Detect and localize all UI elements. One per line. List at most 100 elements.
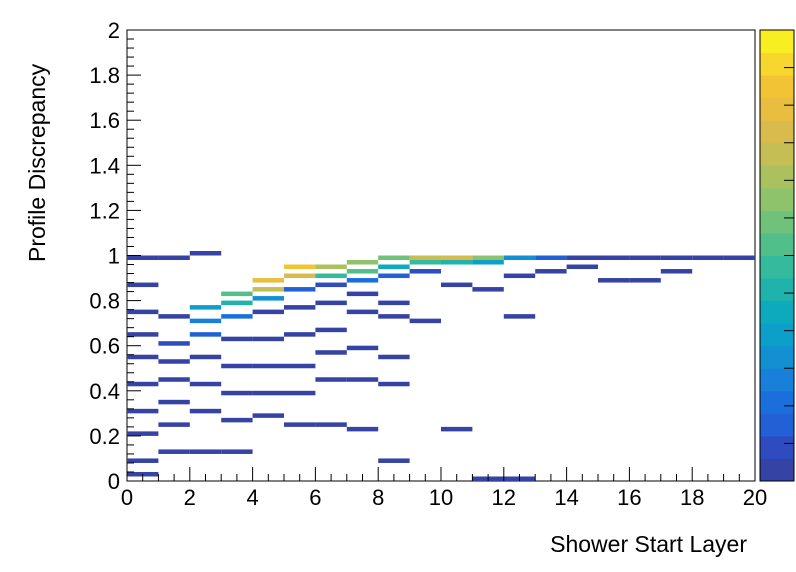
heatmap-cell bbox=[127, 408, 159, 414]
y-tick-labels: 0 0.2 0.4 0.6 0.8 1 1.2 1.4 1.6 1.8 2 bbox=[89, 18, 120, 494]
heatmap-cell bbox=[158, 255, 190, 261]
heatmap-cell bbox=[127, 354, 159, 360]
heatmap-cell bbox=[566, 255, 598, 261]
heatmap-cell bbox=[221, 336, 253, 342]
heatmap-cell bbox=[378, 273, 410, 279]
heatmap-cell bbox=[189, 332, 222, 337]
heatmap-cell bbox=[127, 282, 159, 288]
heatmap-cell bbox=[472, 287, 504, 292]
heatmap-cell bbox=[252, 296, 284, 301]
x-tick-label: 14 bbox=[554, 485, 578, 510]
heatmap-cell bbox=[252, 278, 284, 283]
heatmap-cell bbox=[378, 300, 410, 306]
heatmap-cell bbox=[346, 291, 379, 297]
heatmap-cells bbox=[127, 250, 755, 481]
y-tick-label: 1 bbox=[108, 244, 120, 269]
heatmap-cell bbox=[189, 318, 222, 324]
color-scale-swatch bbox=[760, 165, 794, 189]
x-tick-label: 20 bbox=[743, 485, 767, 510]
y-axis-title: Profile Discrepancy bbox=[24, 63, 50, 262]
heatmap-cell bbox=[660, 269, 693, 274]
heatmap-cell bbox=[252, 363, 284, 369]
heatmap-cell bbox=[189, 250, 222, 256]
heatmap-cell bbox=[441, 426, 473, 432]
y-tick-label: 1.6 bbox=[89, 108, 120, 133]
heatmap-cell bbox=[221, 314, 253, 319]
heatmap-cell bbox=[535, 269, 567, 274]
x-tick-label: 0 bbox=[121, 485, 133, 510]
y-tick-label: 1.4 bbox=[89, 153, 120, 178]
x-axis-title: Shower Start Layer bbox=[550, 531, 747, 557]
color-scale-swatch bbox=[760, 210, 794, 234]
color-scale-swatch bbox=[760, 323, 794, 347]
heatmap-cell bbox=[315, 327, 347, 333]
heatmap-cell bbox=[252, 287, 284, 292]
y-tick-label: 1.8 bbox=[89, 63, 120, 88]
heatmap-cell bbox=[503, 255, 536, 261]
y-tick-label: 0.8 bbox=[89, 289, 120, 314]
y-tick-label: 0.4 bbox=[89, 379, 120, 404]
heatmap-cell bbox=[472, 260, 504, 265]
y-tick-label: 2 bbox=[108, 18, 120, 43]
heatmap-cell bbox=[315, 273, 347, 279]
x-tick-label: 2 bbox=[184, 485, 196, 510]
y-tick-label: 0 bbox=[108, 469, 120, 494]
x-tick-label: 6 bbox=[309, 485, 321, 510]
heatmap-cell bbox=[189, 381, 222, 387]
heatmap-cell bbox=[629, 255, 661, 261]
heatmap-cell bbox=[284, 287, 316, 292]
heatmap-cell bbox=[441, 260, 473, 265]
x-tick-labels: 0 2 4 6 8 10 12 14 16 18 20 bbox=[121, 485, 767, 510]
color-scale-swatch bbox=[760, 300, 794, 324]
heatmap-cell bbox=[284, 422, 316, 427]
color-scale-swatch bbox=[760, 458, 794, 482]
heatmap-cell bbox=[346, 269, 379, 274]
heatmap-cell bbox=[378, 255, 410, 261]
heatmap-cell bbox=[127, 332, 159, 337]
color-scale-swatch bbox=[760, 255, 794, 279]
heatmap-cell bbox=[346, 278, 379, 283]
color-scale-swatch bbox=[760, 75, 794, 99]
heatmap-cell bbox=[127, 431, 159, 436]
x-tick-label: 18 bbox=[680, 485, 704, 510]
heatmap-cell bbox=[158, 377, 190, 382]
heatmap-cell bbox=[472, 255, 504, 261]
heatmap-cell bbox=[315, 264, 347, 270]
color-scale-swatch bbox=[760, 52, 794, 76]
x-tick-label: 4 bbox=[246, 485, 258, 510]
heatmap-cell bbox=[315, 422, 347, 427]
heatmap-cell bbox=[284, 363, 316, 369]
heatmap-cell bbox=[378, 354, 410, 360]
heatmap-cell bbox=[566, 264, 598, 270]
heatmap-cell bbox=[189, 449, 222, 454]
color-scale-bar bbox=[759, 29, 795, 482]
heatmap-cell bbox=[598, 278, 630, 283]
heatmap-cell bbox=[409, 269, 441, 274]
heatmap-cell bbox=[284, 273, 316, 279]
heatmap-cell bbox=[409, 318, 441, 324]
heatmap-cell bbox=[252, 336, 284, 342]
heatmap-cell bbox=[378, 314, 410, 319]
color-scale-swatch bbox=[760, 97, 794, 121]
heatmap-cell bbox=[346, 426, 379, 432]
heatmap-cell bbox=[158, 314, 190, 319]
heatmap-cell bbox=[378, 458, 410, 463]
color-scale-swatch bbox=[760, 30, 794, 54]
heatmap-cell bbox=[315, 300, 347, 306]
heatmap-cell bbox=[284, 390, 316, 396]
heatmap-cell bbox=[441, 282, 473, 288]
heatmap-cell bbox=[315, 377, 347, 382]
x-tick-label: 16 bbox=[617, 485, 641, 510]
heatmap-cell bbox=[503, 273, 536, 279]
heatmap-cell bbox=[158, 341, 190, 346]
heatmap-cell bbox=[158, 422, 190, 427]
heatmap-cell bbox=[629, 278, 661, 283]
heatmap-cell bbox=[189, 408, 222, 414]
y-tick-label: 0.6 bbox=[89, 334, 120, 359]
heatmap-cell bbox=[346, 260, 379, 265]
heatmap-cell bbox=[378, 381, 410, 387]
heatmap-cell bbox=[158, 399, 190, 405]
heatmap-cell bbox=[221, 300, 253, 306]
heatmap-cell bbox=[252, 413, 284, 418]
x-tick-label: 12 bbox=[492, 485, 516, 510]
